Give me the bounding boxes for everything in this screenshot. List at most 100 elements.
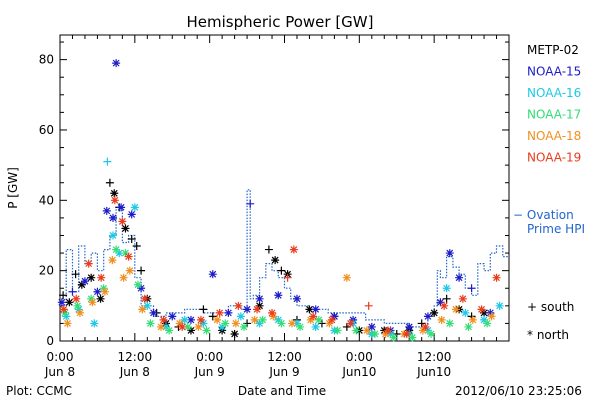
data-point-south — [442, 294, 451, 303]
data-point-north — [492, 273, 501, 282]
data-point-north — [124, 252, 133, 261]
data-point-north — [268, 308, 277, 317]
data-point-north — [314, 315, 323, 324]
data-point-south — [283, 273, 292, 282]
legend-entry-noaa-17: NOAA-17 — [527, 108, 581, 122]
data-point-north — [325, 319, 334, 328]
data-point-south — [103, 157, 112, 166]
data-point-north — [140, 294, 149, 303]
data-point-north — [352, 326, 361, 335]
data-point-north — [342, 273, 351, 282]
y-tick-label: 0 — [46, 334, 54, 348]
legend: METP-02 NOAA-15 NOAA-16 NOAA-17 NOAA-18 NOAA-… — [513, 43, 585, 342]
data-point-north — [445, 319, 454, 328]
data-point-north — [119, 273, 128, 282]
data-point-north — [402, 329, 411, 338]
data-point-south — [208, 312, 217, 321]
series-noaa-17 — [60, 245, 492, 342]
data-point-north — [194, 322, 203, 331]
data-point-north — [236, 312, 245, 321]
data-point-north — [110, 196, 119, 205]
data-point-north — [60, 308, 69, 317]
data-point-south — [68, 287, 77, 296]
data-point-north — [309, 312, 318, 321]
data-point-north — [109, 231, 118, 240]
x-tick-label-time: 12:00 — [417, 350, 452, 364]
data-point-north — [292, 319, 301, 328]
data-point-north — [239, 322, 248, 331]
data-point-north — [386, 329, 395, 338]
data-point-north — [59, 305, 68, 314]
data-point-north — [121, 224, 130, 233]
data-point-north — [421, 322, 430, 331]
x-tick-label-date: Jun 8 — [119, 365, 150, 379]
data-point-north — [274, 291, 283, 300]
data-point-north — [311, 305, 320, 314]
data-point-south — [59, 291, 68, 300]
data-point-north — [77, 280, 86, 289]
chart-title: Hemispheric Power [GW] — [187, 13, 374, 31]
data-point-south — [277, 266, 286, 275]
data-point-north — [90, 319, 99, 328]
data-point-north — [269, 312, 278, 321]
data-point-north — [296, 322, 305, 331]
legend-entry-metp-02: METP-02 — [527, 43, 579, 57]
data-point-north — [455, 273, 464, 282]
data-point-north — [221, 319, 230, 328]
data-point-north — [423, 312, 432, 321]
data-point-north — [130, 203, 139, 212]
data-point-south — [137, 266, 146, 275]
data-point-north — [327, 315, 336, 324]
data-point-north — [115, 249, 124, 258]
data-point-north — [440, 301, 449, 310]
data-point-north — [468, 315, 477, 324]
data-point-south — [105, 178, 114, 187]
data-point-north — [75, 308, 84, 317]
data-point-north — [250, 315, 259, 324]
y-tick-label: 40 — [39, 193, 54, 207]
data-point-north — [157, 322, 166, 331]
x-axis-label: Date and Time — [238, 384, 326, 398]
x-tick-label-date: Jun 8 — [44, 365, 75, 379]
legend-entry-noaa-18: NOAA-18 — [527, 129, 581, 143]
data-point-north — [110, 189, 119, 198]
data-point-north — [370, 329, 379, 338]
data-point-north — [480, 308, 489, 317]
data-point-north — [451, 305, 460, 314]
x-tick-label-time: 0:00 — [346, 350, 373, 364]
data-point-north — [289, 245, 298, 254]
data-point-north — [418, 326, 427, 335]
data-point-north — [84, 259, 93, 268]
data-point-north — [381, 329, 390, 338]
data-point-north — [255, 301, 264, 310]
legend-entry-noaa-19: NOAA-19 — [527, 151, 581, 165]
data-point-north — [97, 273, 106, 282]
data-point-north — [149, 308, 158, 317]
data-point-south — [364, 301, 373, 310]
data-point-north — [57, 298, 66, 307]
data-point-south — [199, 305, 208, 314]
data-point-north — [480, 315, 489, 324]
data-point-north — [483, 319, 492, 328]
data-point-north — [306, 315, 315, 324]
data-point-north — [458, 294, 467, 303]
data-point-north — [461, 308, 470, 317]
data-point-north — [215, 308, 224, 317]
data-point-north — [63, 319, 72, 328]
x-tick-label-date: Jun 9 — [194, 365, 225, 379]
data-point-north — [218, 322, 227, 331]
data-point-north — [389, 333, 398, 342]
data-point-north — [117, 203, 126, 212]
series-noaa-15 — [57, 59, 495, 335]
data-point-north — [74, 305, 83, 314]
data-point-north — [112, 245, 121, 254]
data-point-north — [102, 206, 111, 215]
data-point-north — [486, 308, 495, 317]
data-point-north — [146, 319, 155, 328]
y-tick-label: 60 — [39, 123, 54, 137]
data-point-north — [255, 319, 264, 328]
data-point-north — [243, 305, 252, 314]
data-point-north — [311, 322, 320, 331]
data-point-north — [186, 315, 195, 324]
